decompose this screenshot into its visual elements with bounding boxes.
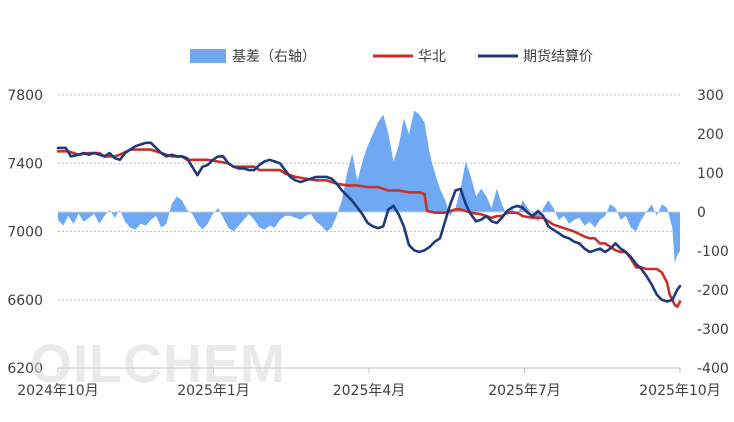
x-tick-label: 2025年10月 [639, 383, 720, 399]
legend-label-basis: 基差（右轴） [232, 48, 316, 65]
watermark-logo: OILCHEM [30, 334, 286, 394]
x-tick-label: 2025年4月 [333, 383, 406, 399]
y-left-tick-label: 6200 [7, 361, 43, 377]
axes: 2024年10月 2025年1月 2025年4月 2025年7月 2025年10月 620… [7, 88, 728, 399]
price-line-series [56, 141, 682, 308]
y-left-tick-label: 6600 [7, 293, 43, 309]
y-right-tick-label: -300 [697, 322, 729, 338]
y-right-tick-label: 300 [697, 88, 724, 104]
x-tick-label: 2025年7月 [488, 383, 561, 399]
legend: 基差（右轴） 华北 期货结算价 [190, 48, 593, 65]
huabei-line [56, 148, 682, 308]
gridlines [58, 94, 680, 369]
y-right-tick-label: -200 [697, 283, 729, 299]
y-left-tick-label: 7400 [7, 156, 43, 172]
legend-swatch-basis [190, 49, 226, 63]
x-tick-label: 2025年1月 [177, 383, 250, 399]
y-left-tick-label: 7000 [7, 225, 43, 241]
y-right-tick-label: 0 [697, 205, 706, 221]
y-right-tick-label: 100 [697, 166, 724, 182]
legend-label-futures: 期货结算价 [523, 48, 593, 65]
y-right-tick-label: -400 [697, 361, 729, 377]
x-tick-label: 2024年10月 [17, 383, 98, 399]
y-left-tick-label: 7800 [7, 88, 43, 104]
futures-line [56, 141, 682, 303]
y-right-tick-label: 200 [697, 127, 724, 143]
y-right-tick-label: -100 [697, 244, 729, 260]
legend-label-huabei: 华北 [418, 49, 446, 65]
